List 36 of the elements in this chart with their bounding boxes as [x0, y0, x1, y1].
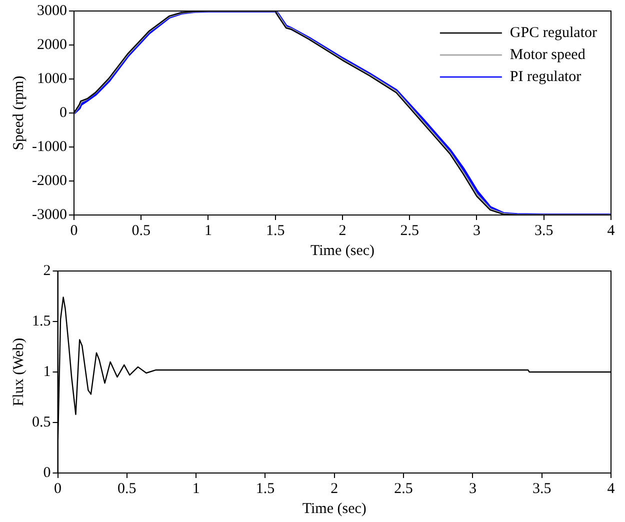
y-axis-title: Flux (Web) — [10, 338, 27, 406]
y-tick-label: -2000 — [32, 172, 67, 189]
x-axis-title: Time (sec) — [310, 242, 375, 259]
legend-label: GPC regulator — [510, 24, 598, 41]
legend-label: PI regulator — [510, 68, 582, 85]
x-tick-label: 2 — [330, 480, 338, 497]
y-tick-label: 3000 — [36, 2, 67, 19]
x-tick-label: 1.5 — [266, 222, 285, 239]
x-tick-label: 0.5 — [118, 480, 136, 497]
y-tick-label: 1 — [43, 364, 51, 380]
x-tick-label: 3 — [468, 480, 476, 497]
x-tick-label: 1 — [204, 222, 212, 239]
x-tick-label: 0.5 — [132, 222, 150, 239]
x-tick-label: 4 — [607, 480, 616, 497]
x-tick-label: 3.5 — [532, 480, 552, 497]
y-tick-label: 2000 — [36, 36, 67, 53]
y-tick-label: 1000 — [36, 70, 67, 87]
x-tick-label: 3.5 — [534, 222, 554, 239]
y-tick-label: 0 — [43, 464, 51, 481]
x-tick-label: 2 — [338, 222, 346, 239]
x-tick-label: 0 — [70, 222, 78, 239]
x-axis-title: Time (sec) — [302, 500, 366, 517]
x-tick-label: 2.5 — [394, 480, 413, 497]
x-tick-label: 2.5 — [400, 222, 419, 239]
x-tick-label: 1.5 — [256, 480, 275, 497]
y-tick-label: 1.5 — [32, 313, 51, 330]
legend-label: Motor speed — [510, 46, 586, 63]
x-tick-label: 1 — [192, 480, 200, 497]
x-tick-label: 3 — [473, 222, 480, 239]
x-tick-label: 4 — [607, 222, 616, 239]
y-tick-label: 2 — [43, 262, 51, 279]
y-tick-label: -3000 — [32, 206, 67, 223]
y-axis-title: Speed (rpm) — [10, 76, 27, 150]
y-tick-label: 0 — [59, 104, 67, 121]
y-tick-label: -1000 — [32, 138, 67, 155]
y-tick-label: 0.5 — [32, 414, 51, 430]
